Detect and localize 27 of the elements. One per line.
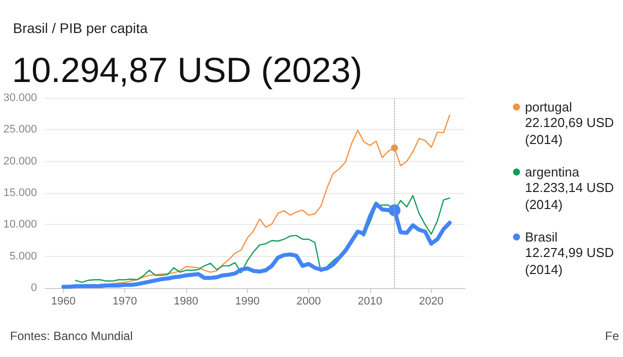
legend-label: Brasil [525,230,558,244]
x-tick-label: 2010 [358,296,382,308]
chart-subtitle: 10.294,87 USD (2023) [12,51,362,90]
line-series [75,194,450,283]
text: 12.274,99 USD (2014) [525,245,614,277]
text: Fe [604,329,620,343]
y-tick-label: 10.000 [3,218,37,231]
text: 12.233,14 USD (2014) [525,180,614,212]
x-tick-label: 1970 [112,296,137,308]
y-tick-label: 5.000 [9,250,37,262]
x-tick-label: 1980 [174,296,198,308]
legend-label: portugal [525,100,572,114]
chart-title: Brasil / PIB per capita [13,20,148,36]
x-tick-label: 2020 [419,296,444,308]
y-tick-label: 15.000 [3,187,37,199]
y-tick-label: 25.000 [3,124,37,136]
x-tick-label: 1960 [51,296,76,308]
legend-label: argentina [525,164,580,180]
x-tick-label: 1990 [235,296,260,308]
line-series [100,114,450,285]
x-tick-label: 2000 [296,296,321,308]
line-series [61,202,452,289]
text: Fontes: Banco Mundial [10,329,133,343]
y-tick-label: 0 [30,282,37,294]
y-tick-label: 30.000 [3,92,37,104]
y-tick-label: 20.000 [3,155,37,168]
text: 22.120,69 USD (2014) [525,115,614,147]
